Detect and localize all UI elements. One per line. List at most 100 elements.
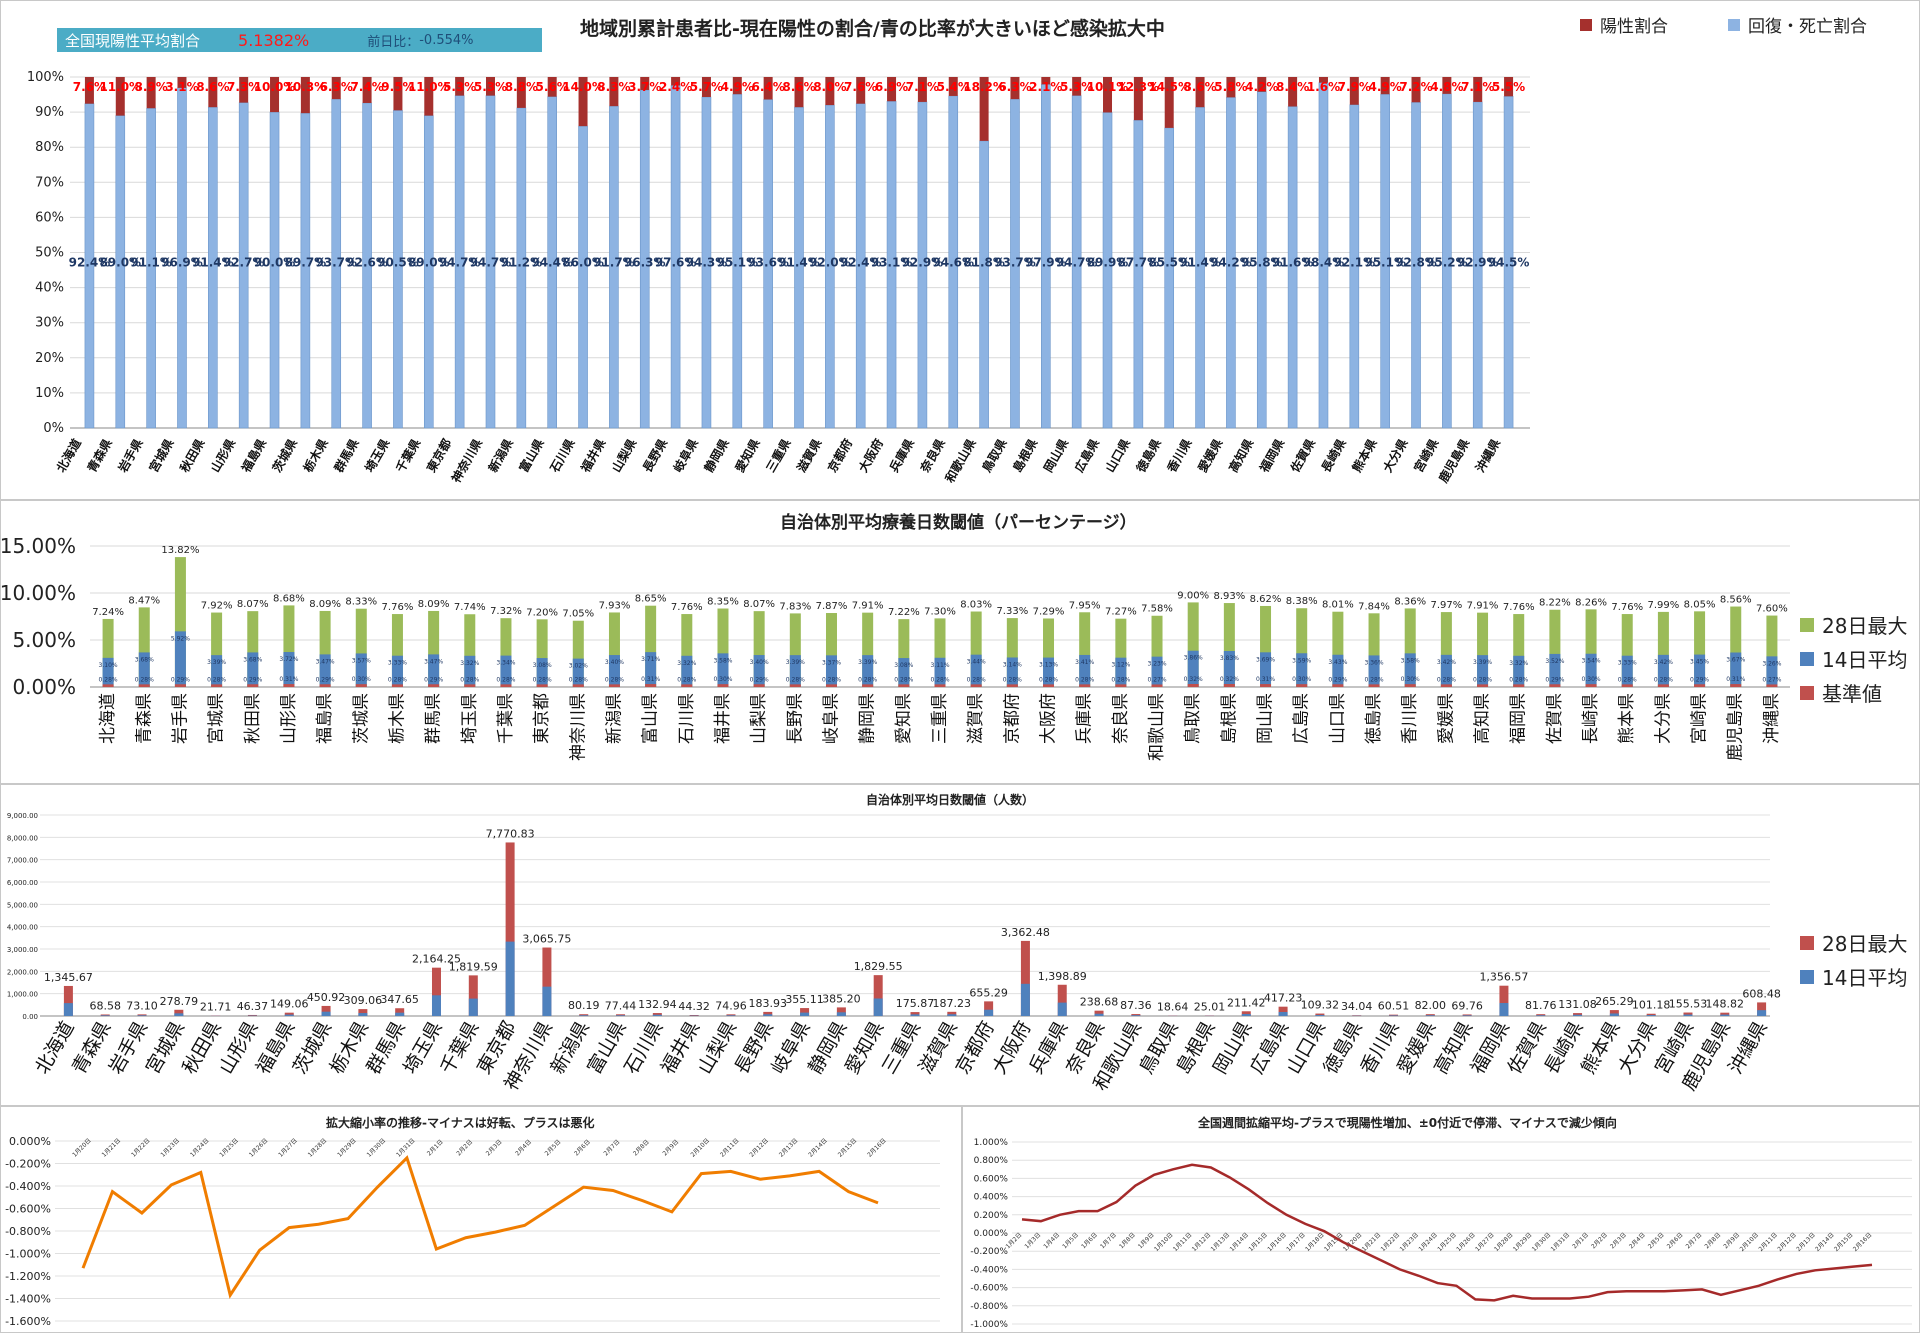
c1-recovered-label: 91.2%: [501, 256, 543, 270]
c4-ytick-label: -0.800%: [5, 1225, 51, 1238]
c2-base-label: 0.31%: [1256, 676, 1275, 683]
c3-bar-avg14: [100, 1015, 110, 1016]
c2-xtick-label: 山形県: [279, 693, 299, 744]
c3-max-label: 148.82: [1706, 998, 1745, 1011]
c1-xtick-label: 東京都: [423, 436, 454, 475]
c1-positive-label: 9.5%: [381, 80, 414, 94]
c1-bar-positive: [1411, 77, 1421, 103]
c3-max-label: 183.93: [749, 997, 788, 1010]
c1-bar-recovered: [578, 125, 588, 429]
c2-xtick-label: 福島県: [315, 693, 335, 744]
c1-xtick-label: 佐賀県: [1287, 436, 1318, 476]
c2-max-label: 8.07%: [237, 599, 269, 610]
c2-xtick-label: 青森県: [134, 693, 154, 744]
c1-recovered-label: 98.4%: [1303, 256, 1345, 270]
c5-series-line: [1021, 1163, 1873, 1302]
c1-recovered-label: 92.6%: [346, 256, 388, 270]
c2-avg-label: 3.39%: [207, 659, 226, 666]
c3-bar-avg14: [947, 1014, 957, 1016]
c2-max-label: 7.95%: [1069, 600, 1101, 611]
c3-max-label: 1,829.55: [854, 960, 903, 973]
c2-bar-base: [898, 684, 910, 687]
c1-recovered-label: 92.4%: [69, 256, 111, 270]
c1-bar-positive: [393, 77, 403, 111]
c2-bar-avg14: [1477, 655, 1489, 687]
c3-bar-max28: [284, 1012, 294, 1016]
c2-base-label: 0.28%: [460, 676, 479, 683]
c2-max-label: 7.87%: [816, 601, 848, 612]
c2-avg-label: 3.42%: [1654, 659, 1673, 666]
c2-base-label: 0.28%: [1437, 676, 1456, 683]
c1-ytick-label: 30%: [35, 316, 64, 331]
c2-max-label: 8.65%: [635, 594, 667, 605]
c5-xtick-label: 2月10日: [1739, 1231, 1761, 1253]
c1-xtick-label: 鳥取県: [979, 436, 1010, 475]
c3-max-label: 74.96: [715, 999, 747, 1012]
c2-bar-base: [247, 684, 259, 687]
c1-bar-positive: [578, 77, 588, 127]
c2-max-label: 7.76%: [382, 602, 414, 613]
c1-bar-positive: [640, 77, 650, 90]
c2-xtick-label: 長崎県: [1581, 693, 1601, 744]
c2-bar-base: [1368, 684, 1380, 687]
c5-xtick-label: 1月10日: [1153, 1231, 1175, 1253]
c3-bar-max28: [468, 975, 478, 1016]
c2-xtick-label: 沖縄県: [1762, 693, 1782, 744]
c5-xtick-label: 2月11日: [1757, 1231, 1779, 1253]
c3-bar-avg14: [395, 1012, 405, 1016]
c1-recovered-label: 93.6%: [747, 256, 789, 270]
c2-bar-avg14: [1151, 656, 1163, 687]
c2-bar-base: [1006, 684, 1018, 687]
c1-recovered-label: 91.4%: [1179, 256, 1221, 270]
c3-ytick-label: 2,000.00: [7, 968, 38, 976]
c2-xtick-label: 奈良県: [1111, 693, 1131, 744]
c3-max-label: 60.51: [1378, 1000, 1410, 1013]
c3-max-label: 187.23: [933, 997, 972, 1010]
c3-bar-avg14: [800, 1012, 810, 1016]
c3-bar-max28: [1389, 1014, 1399, 1016]
c3-bar-avg14: [284, 1014, 294, 1016]
c2-bar-avg14: [283, 652, 295, 687]
c1-xtick-label: 千葉県: [392, 436, 423, 475]
c4-ytick-label: -1.200%: [5, 1270, 51, 1283]
c2-bar-max28: [645, 605, 657, 687]
c2-base-label: 0.28%: [930, 676, 949, 683]
c1-positive-label: 5.3%: [443, 80, 476, 94]
c2-xtick-label: 香川県: [1400, 693, 1420, 744]
c3-max-label: 608.48: [1742, 987, 1781, 1000]
summary-value: 5.1382%: [238, 30, 310, 50]
c1-xtick-label: 島根県: [1009, 436, 1040, 475]
legend-label-max28: 28日最大: [1822, 614, 1908, 638]
c2-xtick-label: 宮崎県: [1690, 693, 1710, 744]
c2-bar-avg14: [1657, 654, 1669, 687]
c2-base-label: 0.30%: [713, 676, 732, 683]
c2-avg-label: 3.67%: [1726, 657, 1745, 664]
legend-swatch-max28-people: [1800, 935, 1814, 950]
c1-positive-label: 8.6%: [196, 80, 229, 94]
c2-base-label: 0.28%: [1618, 676, 1637, 683]
c2-max-label: 7.76%: [1503, 602, 1535, 613]
c1-positive-label: 7.9%: [1338, 80, 1371, 94]
c3-bar-max28: [1278, 1006, 1288, 1016]
c2-max-label: 8.05%: [1684, 599, 1716, 610]
c5-xtick-label: 2月4日: [1628, 1231, 1647, 1250]
c5-ytick-label: -1.000%: [970, 1320, 1008, 1330]
c5-xtick-label: 2月13日: [1795, 1231, 1817, 1253]
c2-bar-avg14: [1694, 654, 1706, 687]
c2-avg-label: 3.68%: [243, 656, 262, 663]
c1-bar-positive: [948, 77, 958, 96]
c2-base-label: 0.30%: [1292, 676, 1311, 683]
c2-bar-max28: [391, 614, 403, 687]
c2-max-label: 7.91%: [1467, 601, 1499, 612]
c1-xtick-label: 愛媛県: [1195, 436, 1226, 475]
c1-recovered-label: 91.6%: [1272, 256, 1314, 270]
c1-bar-positive: [239, 77, 249, 103]
c3-bar-max28: [358, 1009, 368, 1016]
c2-xtick-label: 徳島県: [1364, 693, 1384, 744]
c4-series-line: [81, 1155, 879, 1299]
c1-bar-recovered: [300, 112, 311, 429]
chart1-legend-recovered: 回復・死亡割合: [1728, 12, 1867, 37]
c1-bar-positive: [1380, 77, 1390, 95]
c1-recovered-label: 81.8%: [963, 256, 1005, 270]
c2-base-label: 0.30%: [1582, 676, 1601, 683]
